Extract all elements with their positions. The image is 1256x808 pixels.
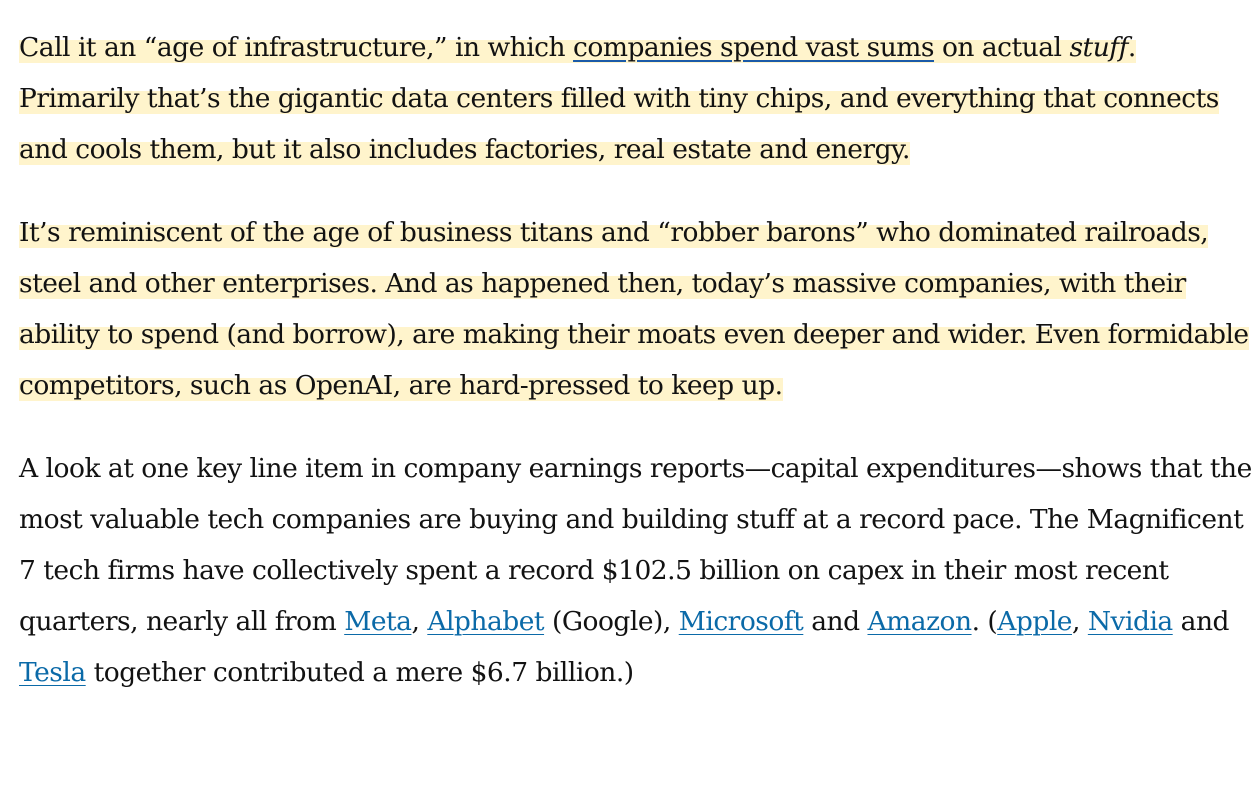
link-amazon[interactable]: Amazon [867,606,973,637]
paragraph-capex: A look at one key line item in company e… [19,443,1253,698]
link-nvidia[interactable]: Nvidia [1087,606,1173,637]
text: , [1071,606,1088,637]
text: . ( [971,606,998,637]
highlight[interactable]: Call it an “age of infrastructure,” in w… [19,32,1219,165]
text: . Primarily that’s the gigantic data cen… [19,32,1219,165]
text: (Google), [544,606,679,637]
link-companies-spend[interactable]: companies spend vast sums [573,32,935,63]
link-microsoft[interactable]: Microsoft [678,606,804,637]
article-body: Call it an “age of infrastructure,” in w… [19,22,1253,730]
text: together contributed a mere $6.7 billion… [85,657,635,688]
paragraph-highlighted-2: It’s reminiscent of the age of business … [19,207,1253,411]
link-tesla[interactable]: Tesla [19,657,86,688]
link-alphabet[interactable]: Alphabet [427,606,545,637]
link-meta[interactable]: Meta [344,606,412,637]
text: A look at one key line item in company e… [19,453,1252,637]
emphasis-stuff: stuff [1069,32,1128,63]
text: on actual [934,32,1070,63]
text: Call it an “age of infrastructure,” in w… [19,32,574,63]
text: and [803,606,868,637]
text: and [1172,606,1230,637]
paragraph-highlighted-1: Call it an “age of infrastructure,” in w… [19,22,1253,175]
highlight[interactable]: It’s reminiscent of the age of business … [19,217,1249,401]
link-apple[interactable]: Apple [997,606,1072,637]
text: , [411,606,428,637]
